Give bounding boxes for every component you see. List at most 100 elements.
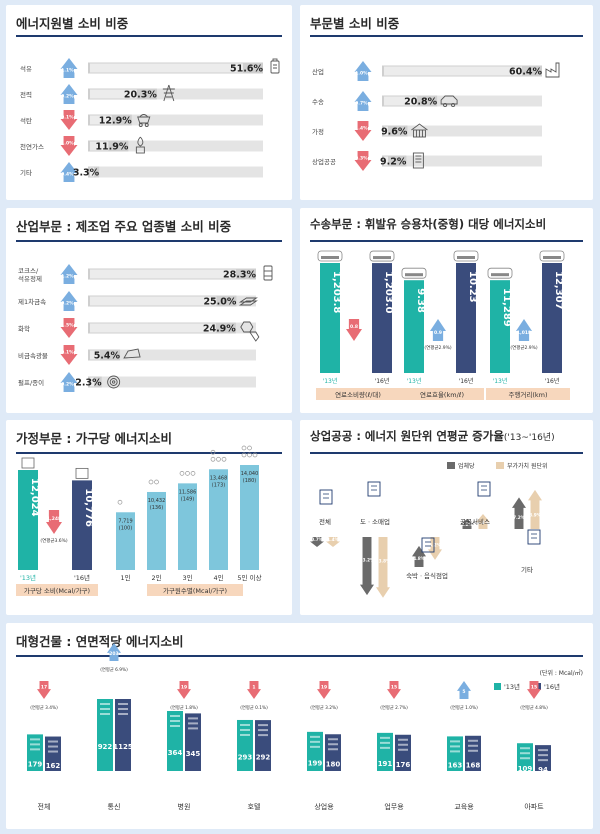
- increase-arrow: [354, 91, 372, 111]
- title-underline: [16, 240, 282, 242]
- value-label: 51.6%: [230, 64, 263, 75]
- change-label: 1.4%p: [355, 125, 371, 131]
- increase-arrow: [528, 489, 542, 529]
- commercial-title-suffix: ('13~'16년): [503, 433, 555, 443]
- value-label: 13,468: [210, 475, 228, 481]
- category-label: 아파트: [524, 802, 544, 811]
- window-mark: [328, 748, 338, 751]
- legend-swatch: [496, 462, 504, 469]
- title-underline: [310, 452, 583, 454]
- bar-highlight: [90, 377, 94, 387]
- category-label: 석유정제: [18, 274, 42, 283]
- person-icon: [117, 499, 123, 505]
- window-mark: [310, 740, 320, 743]
- change-label: 5: [462, 689, 465, 695]
- increase-arrow: [354, 61, 372, 81]
- increase-arrow: [60, 84, 78, 104]
- car-top-icon: [321, 256, 339, 259]
- bar: [18, 470, 38, 570]
- bar-track: [88, 166, 263, 178]
- value-label: (149): [181, 496, 194, 502]
- window-mark: [450, 750, 460, 753]
- bar-highlight: [384, 156, 388, 166]
- year-label: '16년: [375, 377, 390, 385]
- window-mark: [380, 746, 390, 749]
- steel-plate-icon: [238, 297, 258, 306]
- increase-arrow: [476, 514, 490, 529]
- person-icon: [241, 445, 247, 451]
- bar: [447, 736, 463, 771]
- bar-highlight: [90, 167, 94, 177]
- category-label: 상업공공: [312, 157, 336, 166]
- note-label: (연평균 3.2%): [310, 704, 338, 711]
- change-label: 0.1%p: [61, 114, 77, 120]
- change-label: 5.2%: [429, 543, 441, 548]
- window-mark: [538, 749, 548, 752]
- increase-arrow: [60, 58, 78, 78]
- value-label: 10.23: [467, 271, 478, 303]
- window-mark: [188, 727, 198, 730]
- sector-panel: 부문별 소비 비중 산업 1.0%p 60.4% 수송 0.7%p 20.8% 가정 1.4%…: [300, 5, 593, 200]
- value-label: (180): [243, 478, 256, 484]
- bar-track: [88, 140, 263, 152]
- window-mark: [468, 739, 478, 742]
- decrease-arrow: [354, 121, 372, 141]
- bar-highlight: [90, 141, 109, 151]
- decrease-arrow: [346, 319, 362, 341]
- year-label: '16년: [545, 377, 560, 385]
- category-label: 3인: [182, 573, 192, 582]
- category-label: 숙박ㆍ음식점업: [406, 571, 448, 580]
- change-label: 4.8%: [413, 556, 425, 561]
- bar: [209, 469, 228, 570]
- window-mark: [380, 741, 390, 744]
- decrease-arrow: [326, 537, 340, 547]
- decrease-arrow: [60, 136, 78, 156]
- bar-highlight: [90, 269, 236, 279]
- coal-cart-icon: [137, 114, 151, 127]
- legend-label: 부가가치 원단위: [507, 462, 548, 470]
- category-label: 화학: [18, 324, 30, 333]
- change-label: 0.8: [350, 324, 358, 330]
- window-mark: [520, 752, 530, 755]
- window-mark: [118, 713, 128, 715]
- value-label: 1,203.8: [331, 271, 342, 313]
- power-tower-icon: [162, 84, 175, 102]
- decrease-arrow: [527, 681, 541, 699]
- year-label: '13년: [493, 377, 508, 385]
- car-top-icon: [373, 256, 391, 260]
- change-label: 0.4%p: [61, 172, 77, 178]
- category-label: 기타: [20, 168, 32, 177]
- change-label: 17: [41, 685, 47, 691]
- apartment-icon: [21, 457, 35, 469]
- bar-track: [88, 349, 256, 361]
- decrease-arrow: [354, 151, 372, 171]
- transport-chart: 1,203.8 '13년 1,203.0 '16년 0.8 연료소비량(ℓ/대) 9.38 '…: [316, 250, 570, 400]
- bar: [240, 465, 259, 570]
- car-top-icon: [491, 273, 509, 277]
- household-title: 가정부문 : 가구당 에너지소비: [16, 431, 173, 446]
- bar-track: [88, 376, 256, 388]
- commercial-chart: 업체당 부가가치 원단위 0.7% 1.4% 전체 13.2% 13.8% 도ㆍ소매업 4.8%…: [310, 462, 548, 598]
- car-icon: [440, 95, 458, 108]
- window-mark: [468, 749, 478, 752]
- bar-track: [88, 88, 263, 100]
- bar: [147, 491, 166, 570]
- building-chart: (단위 : Mcal/㎡) '13년 '16년 179 162 17 (연평균 3.4%) 전…: [27, 643, 583, 811]
- value-label: 176: [396, 761, 411, 769]
- change-label: 1.5%p: [61, 322, 77, 328]
- building-panel: 대형건물 : 연면적당 에너지소비 (단위 : Mcal/㎡) '13년 '16년 1…: [6, 623, 593, 829]
- value-label: 20.8%: [404, 97, 437, 108]
- group-label-bg: [147, 584, 243, 596]
- change-label: 13.8%: [376, 559, 391, 564]
- value-label: (136): [150, 505, 163, 511]
- car-top-icon: [543, 256, 561, 259]
- value-label: 9.2%: [380, 157, 407, 168]
- year-label: '16년: [459, 377, 474, 385]
- change-label: 15: [391, 685, 397, 691]
- value-label: 94: [538, 766, 548, 774]
- category-label: 산업: [312, 67, 324, 76]
- category-label: 1인: [120, 573, 130, 582]
- bar-track: [382, 125, 542, 137]
- category-label: 석유: [20, 64, 32, 73]
- value-label: 24.9%: [203, 324, 236, 335]
